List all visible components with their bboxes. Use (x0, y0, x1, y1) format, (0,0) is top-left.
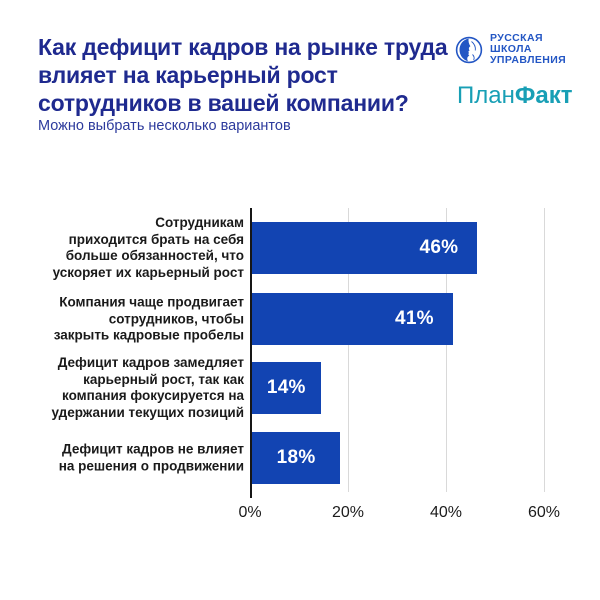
bar: 46% (252, 222, 478, 274)
gridline-40 (446, 208, 447, 492)
planfact-logo: ПланФакт (457, 82, 572, 110)
category-label: Компания чаще продвигает сотрудников, чт… (53, 294, 244, 343)
rsu-logo-line2: ШКОЛА (490, 43, 532, 55)
planfact-logo-plan: План (457, 82, 515, 109)
x-tick-label: 20% (331, 504, 365, 521)
bar-value-label: 14% (266, 377, 306, 398)
category-label: Дефицит кадров не влияет на решения о пр… (58, 441, 244, 474)
x-tick-label: 40% (429, 504, 463, 521)
bar: 18% (252, 432, 341, 484)
plot-area: 46% 41% 14% 18% 0% 20% 40% 60% (238, 208, 560, 521)
x-tick-label: 0% (238, 504, 262, 521)
y-axis-line (250, 208, 252, 498)
bar: 14% (252, 362, 321, 414)
bar-value-label: 18% (276, 447, 316, 468)
gridline-60 (544, 208, 545, 492)
page-subtitle: Можно выбрать несколько вариантов (38, 118, 291, 134)
category-label: Дефицит кадров замедляет карьерный рост,… (51, 355, 244, 420)
rsu-logo-line3: УПРАВЛЕНИЯ (490, 54, 567, 66)
rsu-logo: РУССКАЯ ШКОЛА УПРАВЛЕНИЯ (455, 33, 566, 66)
bar: 41% (252, 293, 453, 345)
gridline-20 (348, 208, 349, 492)
rsu-logo-text: РУССКАЯ ШКОЛА УПРАВЛЕНИЯ (490, 33, 566, 66)
planfact-logo-fakt: Факт (514, 82, 573, 109)
rsu-logo-line1: РУССКАЯ (490, 32, 543, 44)
page-title: Как дефицит кадров на рынке труда влияет… (38, 34, 448, 116)
category-label: Сотрудникам приходится брать на себя бол… (52, 215, 244, 280)
x-tick-label: 60% (527, 504, 561, 521)
rsu-face-icon (455, 36, 483, 63)
bar-value-label: 46% (419, 237, 459, 258)
bar-value-label: 41% (394, 308, 434, 329)
